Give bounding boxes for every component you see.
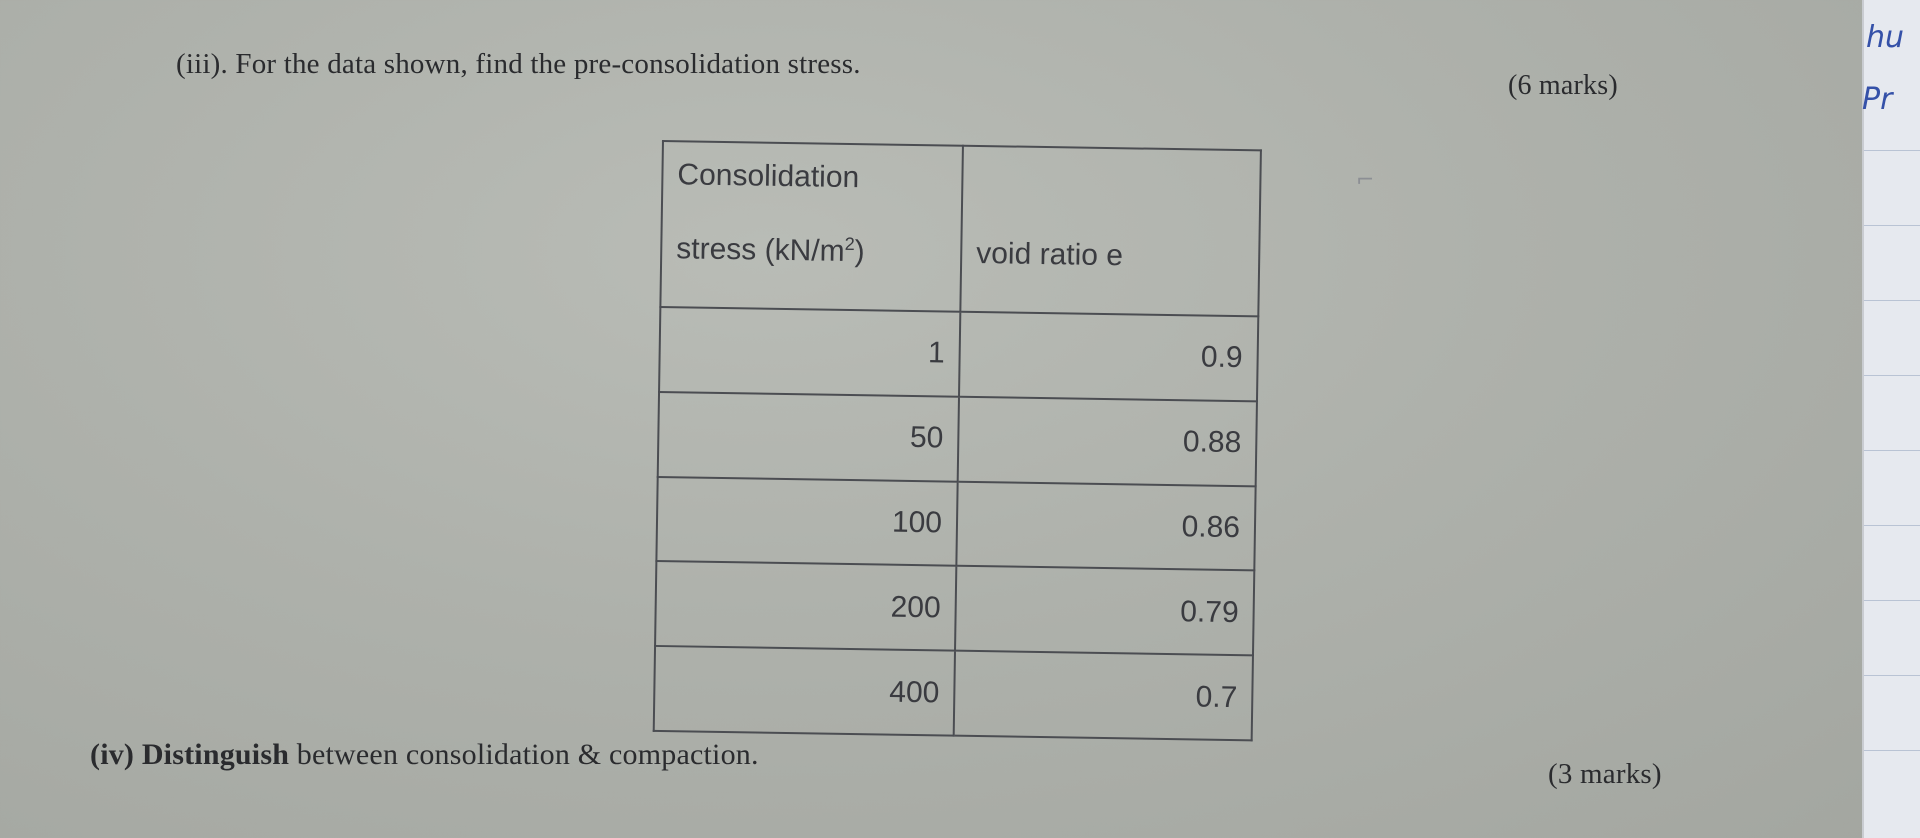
header-col1-line2: stress (kN/m xyxy=(676,232,845,268)
notebook-rule xyxy=(1864,150,1920,151)
header-col2-label: void ratio e xyxy=(975,236,1124,273)
cell-void-ratio: 0.9 xyxy=(959,311,1259,402)
notebook-rule xyxy=(1864,450,1920,451)
question-iv-rest: between consolidation & compaction. xyxy=(289,738,759,771)
notebook-rule xyxy=(1864,600,1920,601)
table-header-row: Consolidation stress (kN/m2) void ratio … xyxy=(660,141,1261,317)
cell-void-ratio: 0.7 xyxy=(953,650,1253,741)
table-row: 100 0.86 xyxy=(656,476,1256,571)
table-row: 1 0.9 xyxy=(659,306,1259,402)
table-row: 50 0.88 xyxy=(657,391,1257,486)
notebook-rule xyxy=(1864,750,1920,751)
question-iv-label: (iv) Distinguish xyxy=(90,738,290,771)
handwriting-note-2: Pr xyxy=(1862,82,1893,117)
table-row: 400 0.7 xyxy=(653,646,1253,741)
question-iv-text: (iv) Distinguish between consolidation &… xyxy=(90,738,759,772)
cell-void-ratio: 0.88 xyxy=(957,396,1257,486)
notebook-rule xyxy=(1864,225,1920,226)
cell-stress: 1 xyxy=(659,306,961,397)
cell-void-ratio: 0.86 xyxy=(956,481,1256,571)
cell-void-ratio: 0.79 xyxy=(955,566,1255,656)
data-table: Consolidation stress (kN/m2) void ratio … xyxy=(653,140,1262,741)
header-col1-line1: Consolidation xyxy=(677,158,860,195)
cell-stress: 100 xyxy=(656,476,958,567)
notebook-rule xyxy=(1864,675,1920,676)
question-iv-marks: (3 marks) xyxy=(1548,758,1662,790)
table-row: 200 0.79 xyxy=(655,561,1255,656)
notebook-rule xyxy=(1864,375,1920,376)
notebook-rule xyxy=(1864,300,1920,301)
header-consolidation-stress: Consolidation stress (kN/m2) xyxy=(660,141,963,312)
notebook-rule xyxy=(1864,525,1920,526)
handwriting-note-1: hu xyxy=(1866,20,1905,55)
cell-stress: 50 xyxy=(657,391,960,482)
header-col1-close: ) xyxy=(854,235,865,269)
notebook-page-edge xyxy=(1862,0,1920,838)
question-iii-marks: (6 marks) xyxy=(1508,70,1618,101)
cell-stress: 200 xyxy=(655,561,957,651)
question-iii-text: (iii). For the data shown, find the pre-… xyxy=(176,48,861,80)
header-void-ratio: void ratio e xyxy=(960,145,1261,317)
pencil-mark: ⌐ xyxy=(1356,168,1375,193)
cell-stress: 400 xyxy=(653,646,956,736)
